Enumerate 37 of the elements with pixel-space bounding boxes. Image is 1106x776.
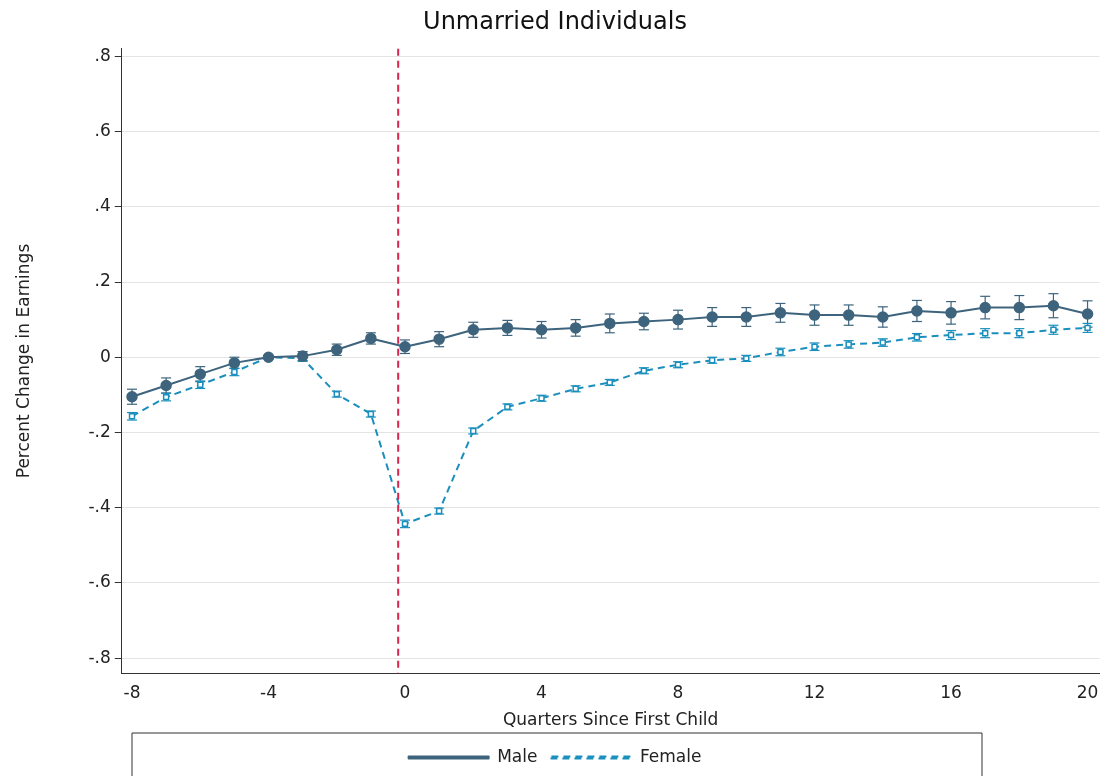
y-tick-label: .6 (94, 119, 111, 140)
point (535, 324, 548, 336)
legend-label: Male (497, 745, 538, 766)
point (842, 309, 855, 321)
x-tick-label: 16 (940, 681, 962, 702)
point (740, 311, 753, 323)
chart-title: Unmarried Individuals (423, 6, 687, 35)
x-tick-label: 0 (399, 681, 411, 702)
x-tick-label: 12 (803, 681, 826, 702)
y-tick-label: -.6 (88, 571, 111, 592)
point (672, 313, 684, 326)
point (945, 307, 957, 319)
y-tick-label: 0 (99, 345, 111, 366)
y-tick-label: .8 (94, 44, 111, 65)
point (808, 309, 821, 321)
y-tick-label: -.8 (88, 646, 111, 667)
point (1081, 308, 1094, 320)
x-axis-title: Quarters Since First Child (502, 709, 719, 730)
point (911, 305, 923, 317)
legend-label: Female (639, 745, 702, 766)
x-tick-label: -4 (260, 681, 277, 702)
x-tick-label: 8 (672, 681, 684, 702)
point (1013, 301, 1026, 314)
x-tick-label: 4 (536, 681, 547, 702)
point (774, 307, 787, 319)
y-tick-label: .4 (94, 195, 111, 216)
point (979, 301, 991, 314)
point (604, 317, 616, 330)
point (1047, 299, 1060, 312)
point (877, 311, 889, 323)
point (706, 311, 718, 323)
x-tick-label: 20 (1076, 681, 1099, 702)
x-tick-label: -8 (123, 681, 141, 702)
y-tick-label: .2 (94, 270, 111, 291)
y-tick-label: -.4 (88, 496, 111, 517)
y-axis-title: Percent Change in Earnings (12, 243, 33, 479)
y-tick-label: -.2 (88, 420, 111, 441)
